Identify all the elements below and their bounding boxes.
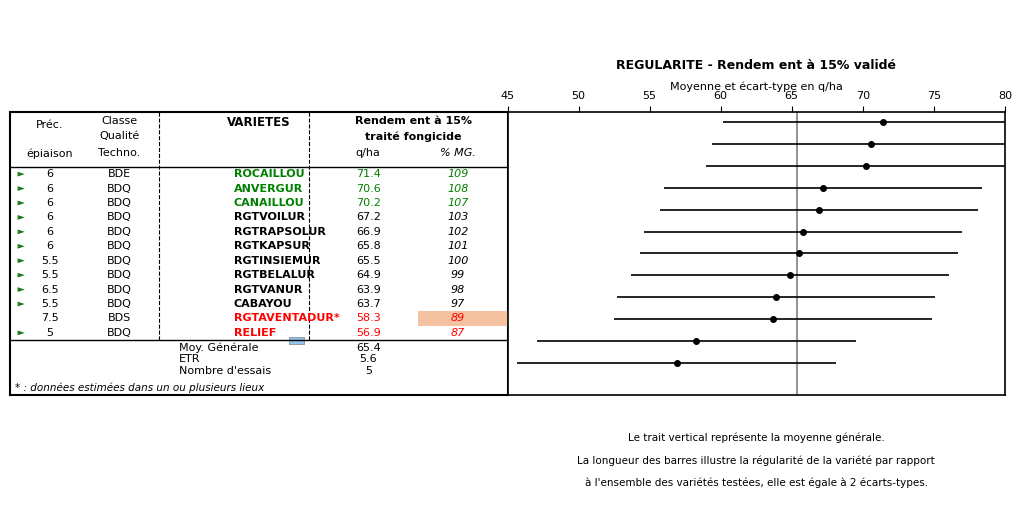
Text: 87: 87 — [451, 328, 465, 338]
Polygon shape — [17, 302, 24, 306]
Text: 107: 107 — [447, 198, 469, 208]
Text: 108: 108 — [447, 184, 469, 194]
Polygon shape — [17, 186, 24, 191]
Bar — [288, 337, 303, 344]
Text: ROCAILLOU: ROCAILLOU — [233, 169, 304, 179]
Text: BDQ: BDQ — [108, 198, 132, 208]
Text: REGULARITE - Rendem ent à 15% validé: REGULARITE - Rendem ent à 15% validé — [616, 59, 896, 72]
Text: 5.6: 5.6 — [359, 354, 377, 365]
Text: Préc.: Préc. — [37, 120, 64, 130]
Text: 65.4: 65.4 — [356, 343, 381, 353]
Polygon shape — [17, 259, 24, 263]
Text: 67.2: 67.2 — [356, 212, 381, 223]
Text: RGTKAPSUR: RGTKAPSUR — [233, 241, 310, 251]
Text: 65.8: 65.8 — [356, 241, 381, 251]
Text: 63.7: 63.7 — [356, 299, 381, 309]
Text: Techno.: Techno. — [98, 149, 141, 159]
Text: RELIEF: RELIEF — [233, 328, 276, 338]
Text: 6: 6 — [47, 227, 54, 237]
Text: RGTAVENTADUR*: RGTAVENTADUR* — [233, 313, 340, 323]
Text: Qualité: Qualité — [99, 131, 140, 141]
Text: 5.5: 5.5 — [42, 270, 59, 280]
Text: 5: 5 — [364, 366, 371, 376]
Bar — [418, 311, 508, 325]
Polygon shape — [17, 331, 24, 335]
Text: épiaison: épiaison — [26, 149, 73, 159]
Text: BDQ: BDQ — [108, 328, 132, 338]
Text: BDS: BDS — [108, 313, 131, 323]
Text: RGTINSIEMUR: RGTINSIEMUR — [233, 256, 321, 266]
Text: BDQ: BDQ — [108, 256, 132, 266]
Text: q/ha: q/ha — [356, 149, 381, 159]
Text: 7.5: 7.5 — [41, 313, 59, 323]
Polygon shape — [17, 172, 24, 176]
Polygon shape — [17, 287, 24, 292]
Polygon shape — [17, 273, 24, 277]
Text: Moyenne et écart-type en q/ha: Moyenne et écart-type en q/ha — [670, 81, 842, 92]
Text: RGTRAPSOLUR: RGTRAPSOLUR — [233, 227, 326, 237]
Text: La longueur des barres illustre la régularité de la variété par rapport: La longueur des barres illustre la régul… — [578, 455, 935, 465]
Text: Classe: Classe — [102, 116, 138, 126]
Text: 64.9: 64.9 — [356, 270, 381, 280]
Text: 6: 6 — [47, 184, 54, 194]
Text: BDQ: BDQ — [108, 299, 132, 309]
Text: 102: 102 — [447, 227, 469, 237]
Text: 97: 97 — [451, 299, 465, 309]
Text: 100: 100 — [447, 256, 469, 266]
Text: à l'ensemble des variétés testées, elle est égale à 2 écarts-types.: à l'ensemble des variétés testées, elle … — [585, 478, 928, 488]
Text: 6: 6 — [47, 169, 54, 179]
Text: 6.5: 6.5 — [42, 284, 59, 295]
Text: 101: 101 — [447, 241, 469, 251]
Text: CANAILLOU: CANAILLOU — [233, 198, 304, 208]
Text: 5.5: 5.5 — [42, 256, 59, 266]
Text: BDQ: BDQ — [108, 284, 132, 295]
Text: 99: 99 — [451, 270, 465, 280]
Text: RGTVANUR: RGTVANUR — [233, 284, 302, 295]
Text: RGTVOILUR: RGTVOILUR — [233, 212, 304, 223]
Text: traité fongicide: traité fongicide — [364, 131, 461, 142]
Text: 6: 6 — [47, 212, 54, 223]
Text: BDQ: BDQ — [108, 212, 132, 223]
Text: RGTBELALUR: RGTBELALUR — [233, 270, 315, 280]
Polygon shape — [17, 201, 24, 205]
Text: 58.3: 58.3 — [356, 313, 381, 323]
Text: 71.4: 71.4 — [356, 169, 381, 179]
Text: 5: 5 — [47, 328, 54, 338]
Text: 6: 6 — [47, 198, 54, 208]
Text: 66.9: 66.9 — [356, 227, 381, 237]
Text: 70.6: 70.6 — [356, 184, 381, 194]
Text: BDQ: BDQ — [108, 270, 132, 280]
Text: Rendem ent à 15%: Rendem ent à 15% — [354, 116, 472, 126]
Text: 98: 98 — [451, 284, 465, 295]
Text: 89: 89 — [451, 313, 465, 323]
Polygon shape — [17, 230, 24, 234]
Text: 70.2: 70.2 — [356, 198, 381, 208]
Text: 109: 109 — [447, 169, 469, 179]
Text: ETR: ETR — [180, 354, 201, 365]
Text: ANVERGUR: ANVERGUR — [233, 184, 303, 194]
Text: Nombre d'essais: Nombre d'essais — [180, 366, 271, 376]
Text: BDE: BDE — [108, 169, 131, 179]
Text: VARIETES: VARIETES — [227, 116, 290, 129]
Text: 5.5: 5.5 — [42, 299, 59, 309]
Text: 56.9: 56.9 — [356, 328, 381, 338]
Text: BDQ: BDQ — [108, 227, 132, 237]
Text: BDQ: BDQ — [108, 241, 132, 251]
Text: Moy. Générale: Moy. Générale — [180, 343, 259, 353]
Text: % MG.: % MG. — [439, 149, 476, 159]
Text: CABAYOU: CABAYOU — [233, 299, 292, 309]
Text: BDQ: BDQ — [108, 184, 132, 194]
Text: 63.9: 63.9 — [356, 284, 381, 295]
Text: 103: 103 — [447, 212, 469, 223]
Text: 65.5: 65.5 — [356, 256, 381, 266]
Text: * : données estimées dans un ou plusieurs lieux: * : données estimées dans un ou plusieur… — [15, 382, 264, 392]
Polygon shape — [17, 215, 24, 220]
Text: 6: 6 — [47, 241, 54, 251]
Polygon shape — [17, 244, 24, 248]
Text: Le trait vertical représente la moyenne générale.: Le trait vertical représente la moyenne … — [628, 432, 884, 443]
